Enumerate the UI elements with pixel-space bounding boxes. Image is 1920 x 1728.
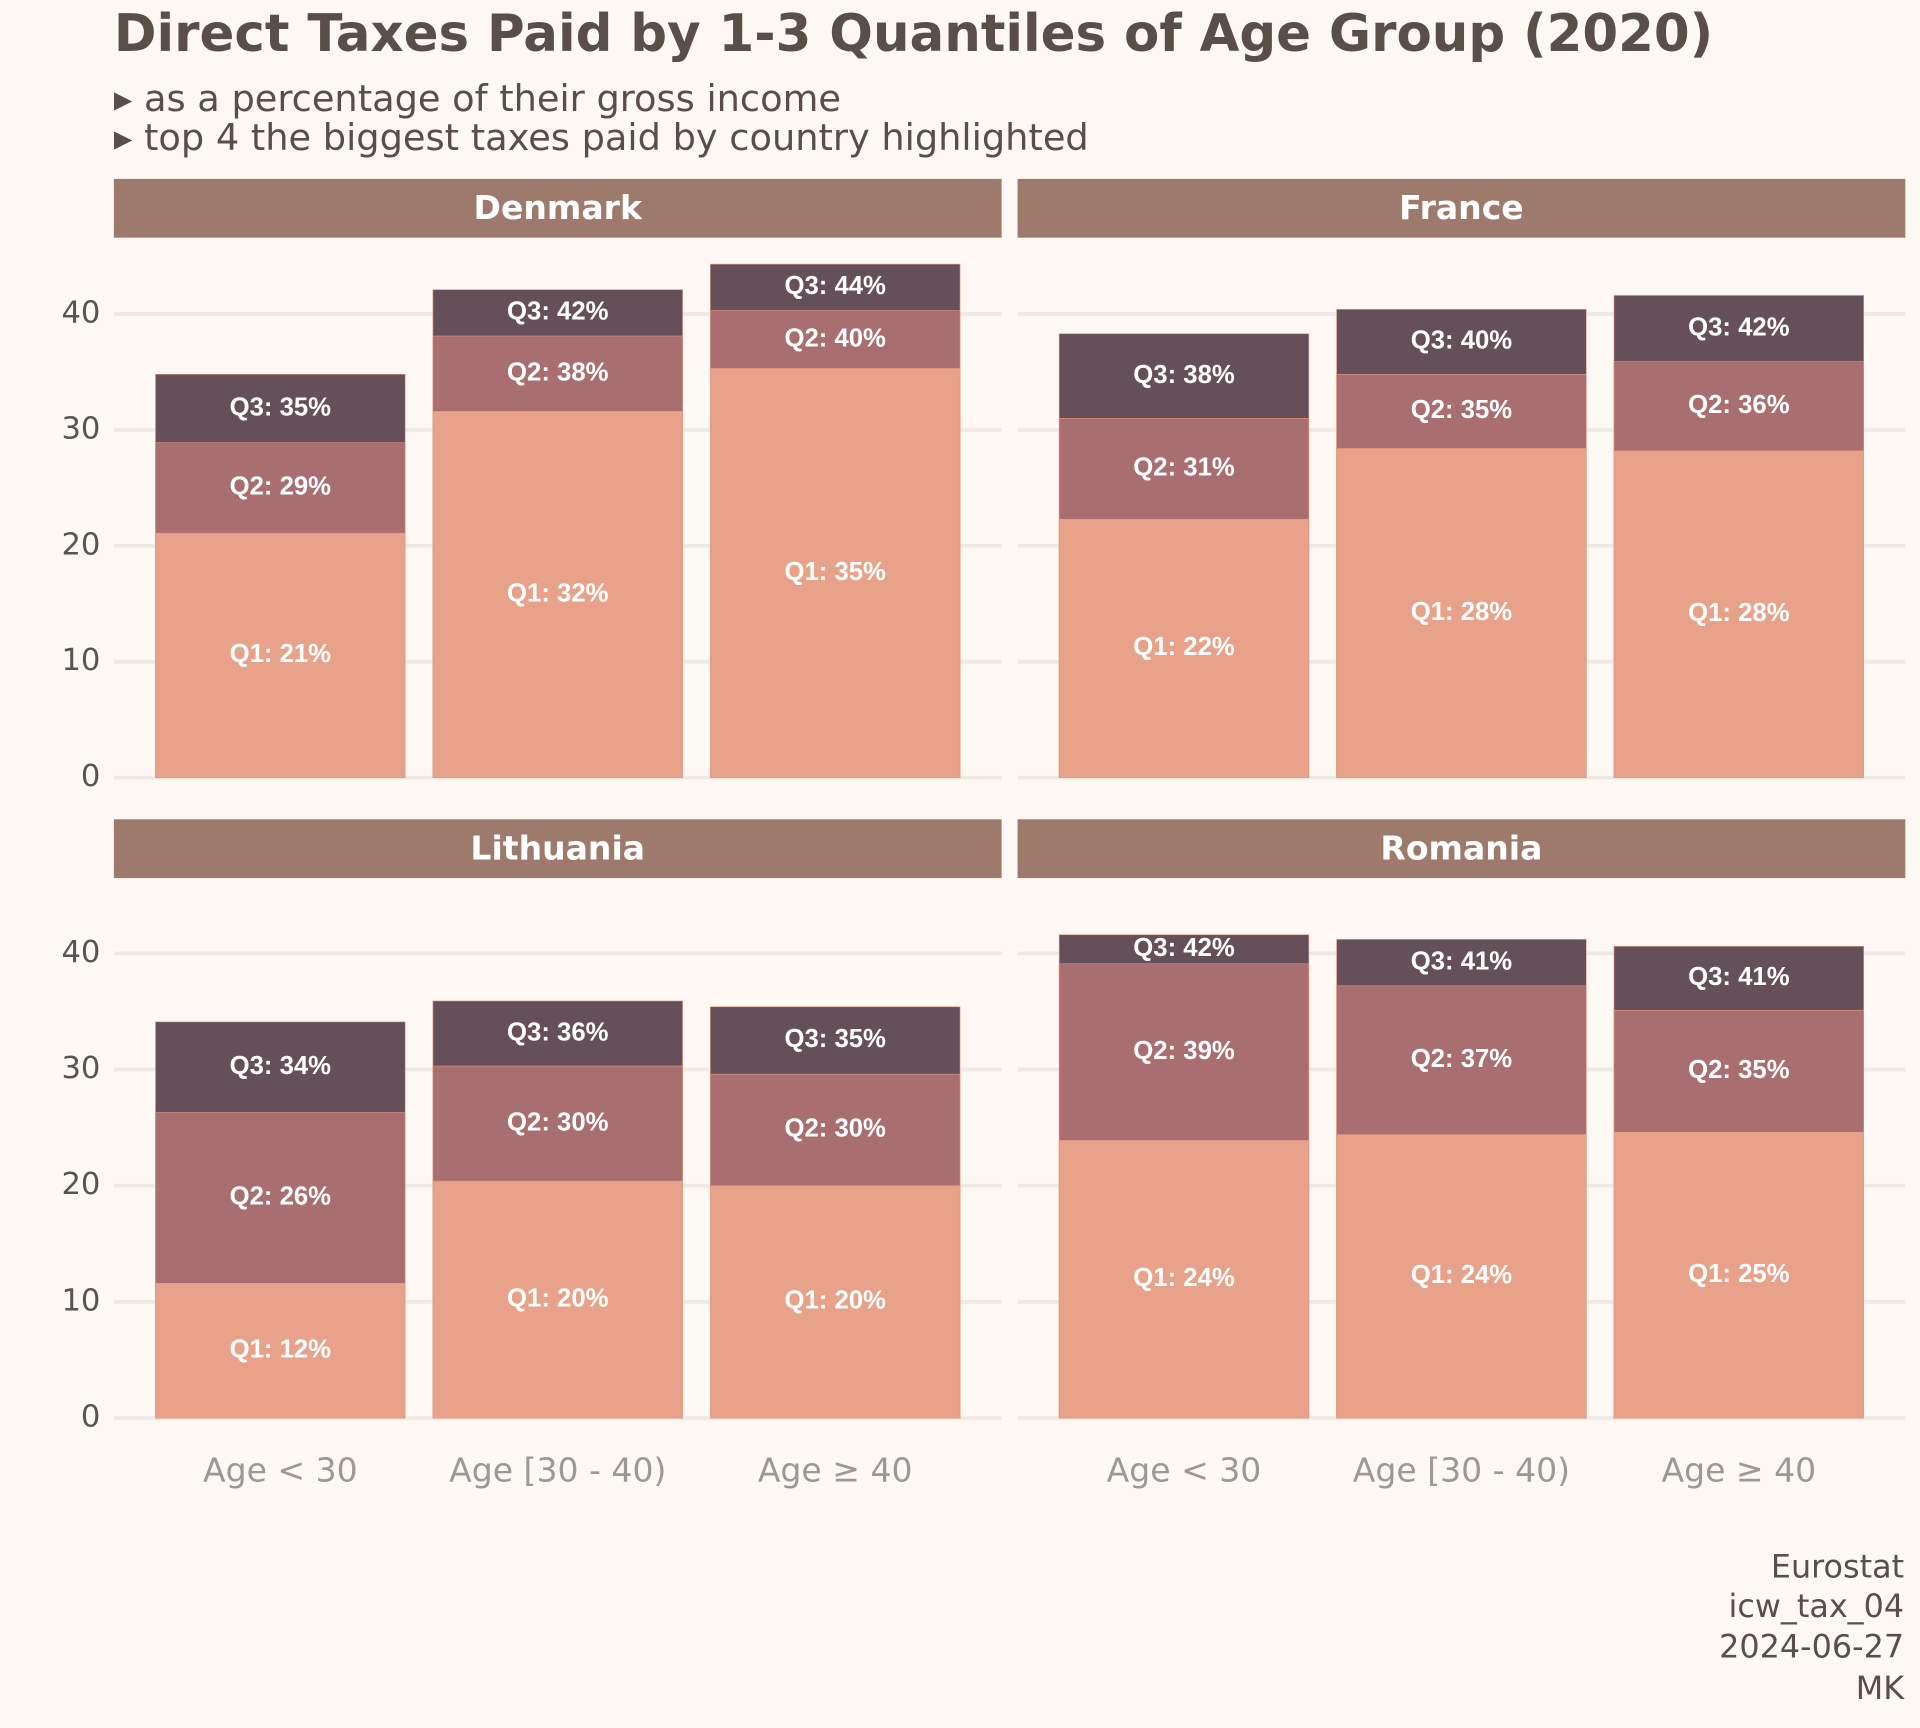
strip: [1017, 178, 1906, 238]
strip: [1017, 819, 1906, 879]
y-tick-label: 40: [61, 296, 100, 331]
subtitle: ▸ as a percentage of their gross income: [114, 77, 841, 120]
value-label: Q1: 32%: [507, 579, 609, 607]
y-tick-label: 40: [61, 935, 100, 970]
y-tick-label: 20: [61, 527, 100, 562]
value-label: Q3: 36%: [507, 1018, 609, 1046]
value-label: Q3: 35%: [230, 393, 332, 421]
value-label: Q3: 34%: [230, 1052, 332, 1080]
bar: [155, 1282, 406, 1419]
x-tick-label: Age < 30: [1107, 1450, 1262, 1489]
panel-title: Denmark: [474, 188, 643, 227]
value-label: Q1: 24%: [1133, 1264, 1235, 1292]
value-label: Q1: 20%: [784, 1287, 886, 1315]
value-label: Q2: 37%: [1411, 1045, 1513, 1073]
value-label: Q2: 26%: [230, 1183, 332, 1211]
bar: [710, 368, 961, 778]
bar: [1613, 1131, 1864, 1419]
value-label: Q2: 35%: [1411, 396, 1513, 424]
value-label: Q3: 41%: [1688, 963, 1790, 991]
value-label: Q1: 35%: [784, 558, 886, 586]
bar: [1058, 518, 1310, 778]
value-label: Q2: 30%: [784, 1115, 886, 1143]
value-label: Q1: 22%: [1133, 633, 1235, 661]
value-label: Q1: 12%: [230, 1335, 332, 1363]
caption: icw_tax_04: [1729, 1587, 1905, 1625]
y-tick-label: 10: [61, 643, 100, 678]
panel-title: Romania: [1380, 828, 1542, 867]
caption: 2024-06-27: [1719, 1627, 1904, 1665]
bar: [710, 1185, 961, 1419]
value-label: Q2: 31%: [1133, 454, 1235, 482]
bar: [1336, 1134, 1587, 1419]
y-tick-label: 30: [61, 411, 100, 446]
x-tick-label: Age < 30: [203, 1450, 358, 1489]
value-label: Q2: 35%: [1688, 1056, 1790, 1084]
strip: [113, 178, 1002, 238]
value-label: Q2: 39%: [1133, 1037, 1235, 1065]
value-label: Q2: 30%: [507, 1108, 609, 1136]
value-label: Q3: 41%: [1411, 947, 1513, 975]
x-tick-label: Age [30 - 40): [1353, 1450, 1570, 1489]
panel-title: Lithuania: [470, 828, 645, 867]
y-tick-label: 0: [81, 1400, 100, 1435]
value-label: Q2: 36%: [1688, 391, 1790, 419]
caption: Eurostat: [1771, 1548, 1904, 1586]
value-label: Q1: 28%: [1688, 599, 1790, 627]
x-tick-label: Age ≥ 40: [758, 1450, 913, 1489]
strip: [113, 819, 1002, 879]
value-label: Q3: 42%: [1688, 313, 1790, 341]
value-label: Q3: 42%: [507, 298, 609, 326]
x-tick-label: Age ≥ 40: [1662, 1450, 1817, 1489]
value-label: Q2: 40%: [784, 324, 886, 352]
value-label: Q1: 21%: [230, 640, 332, 668]
bar: [1613, 450, 1864, 778]
bar: [155, 532, 406, 778]
value-label: Q3: 38%: [1133, 361, 1235, 389]
y-tick-label: 30: [61, 1051, 100, 1086]
value-label: Q2: 29%: [230, 473, 332, 501]
value-label: Q3: 44%: [784, 272, 886, 300]
value-label: Q3: 42%: [1133, 934, 1235, 962]
value-label: Q2: 38%: [507, 358, 609, 386]
subtitle: ▸ top 4 the biggest taxes paid by countr…: [114, 116, 1089, 159]
bar: [1058, 1140, 1310, 1419]
panel-title: France: [1399, 188, 1524, 227]
value-label: Q1: 24%: [1411, 1261, 1513, 1289]
bar: [1336, 448, 1587, 778]
value-label: Q1: 28%: [1411, 598, 1513, 626]
value-label: Q3: 35%: [784, 1025, 886, 1053]
x-tick-label: Age [30 - 40): [449, 1450, 666, 1489]
chart-title: Direct Taxes Paid by 1-3 Quantiles of Ag…: [114, 4, 1713, 64]
value-label: Q1: 25%: [1688, 1260, 1790, 1288]
value-label: Q3: 40%: [1411, 327, 1513, 355]
y-tick-label: 10: [61, 1283, 100, 1318]
bar: [432, 411, 683, 778]
caption: MK: [1856, 1669, 1905, 1707]
y-tick-label: 20: [61, 1167, 100, 1202]
y-tick-label: 0: [81, 759, 100, 794]
bar: [432, 1180, 683, 1419]
value-label: Q1: 20%: [507, 1284, 609, 1312]
